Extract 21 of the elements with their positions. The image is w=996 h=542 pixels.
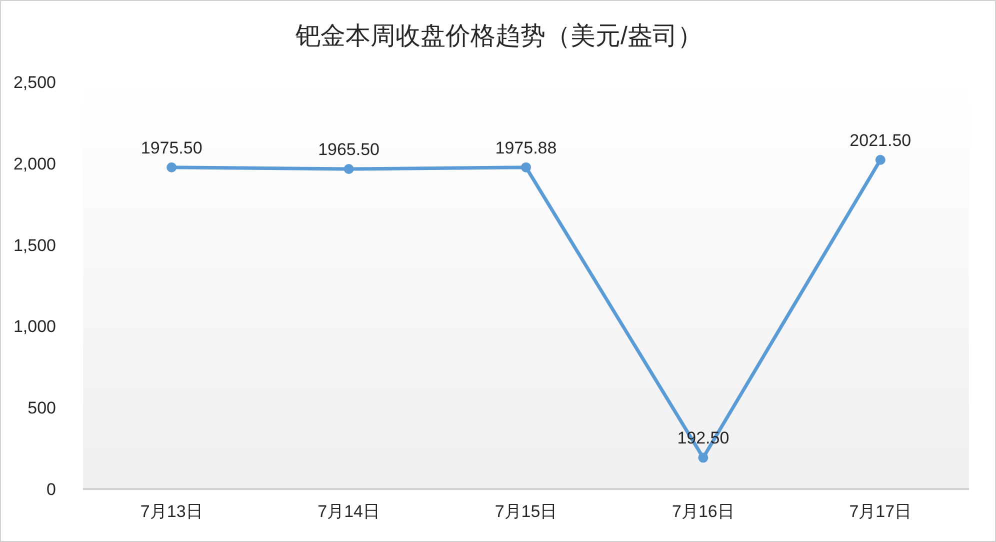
y-tick-label: 500 (28, 398, 56, 418)
y-tick-label: 2,500 (13, 73, 56, 92)
data-label: 1975.88 (495, 138, 557, 158)
x-tick-label: 7月14日 (318, 502, 380, 522)
y-tick-label: 2,000 (13, 154, 56, 174)
point (875, 154, 886, 165)
data-label: 2021.50 (850, 130, 912, 150)
x-tick-label: 7月16日 (672, 502, 734, 522)
y-tick-label: 0 (46, 480, 56, 500)
point (344, 164, 354, 174)
data-label: 1975.50 (140, 138, 202, 158)
x-tick-label: 7月15日 (494, 502, 558, 522)
y-tick-label: 1,500 (13, 236, 56, 255)
point (698, 452, 708, 463)
y-tick-label: 1,000 (13, 317, 56, 336)
point (166, 162, 177, 172)
point (521, 162, 531, 172)
chart-title: 钯金本周收盘价格趋势（美元/盎司） (294, 21, 704, 52)
data-label: 1965.50 (318, 140, 380, 160)
x-tick-label: 7月13日 (140, 502, 203, 522)
x-tick-label: 7月17日 (849, 502, 912, 522)
